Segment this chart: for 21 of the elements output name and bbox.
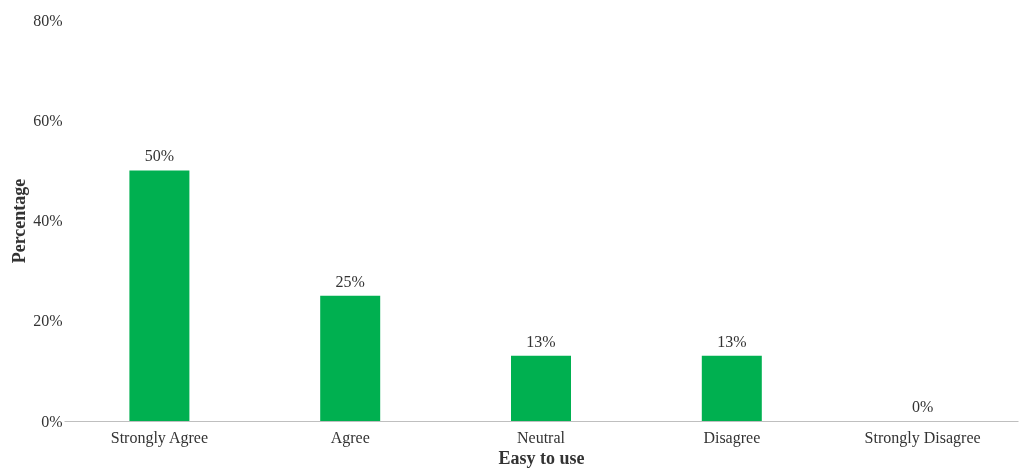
y-tick-label: 20% [33,312,63,330]
x-tick-label: Strongly Agree [110,428,209,447]
x-tick-label: Agree [330,428,370,447]
y-axis-title: Percentage [9,178,30,264]
data-label: 25% [335,272,365,290]
bar [320,295,381,421]
data-label: 0% [911,398,934,415]
y-tick-label: 80% [33,11,63,29]
data-label: 50% [144,147,175,165]
bar [129,170,190,421]
bar [701,355,762,421]
y-tick-label: 40% [33,212,63,229]
y-tick-label: 0% [41,412,63,430]
data-label: 13% [526,332,556,350]
data-label: 13% [717,332,747,350]
x-axis-title: Easy to use [498,447,585,468]
bar [511,355,571,421]
y-tick-label: 60% [33,111,63,129]
x-tick-label: Strongly Disagree [864,428,981,447]
x-tick-label: Disagree [703,428,761,447]
x-tick-label: Neutral [517,428,566,446]
